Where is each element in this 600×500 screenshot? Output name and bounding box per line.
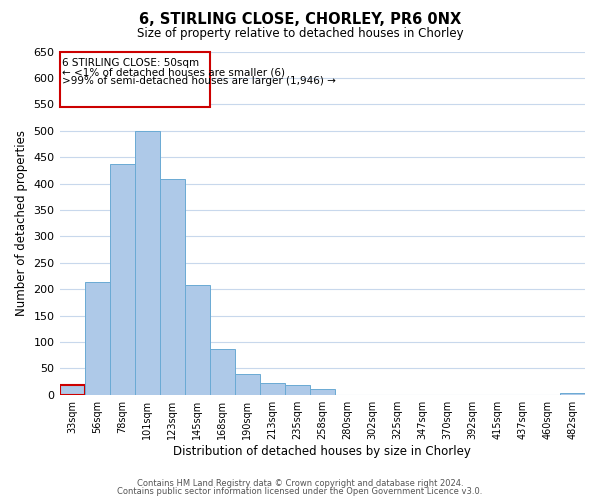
Bar (185, 286, 209, 395)
Bar (235, 374, 260, 394)
Bar (85, 282, 110, 395)
Text: Contains public sector information licensed under the Open Government Licence v3: Contains public sector information licen… (118, 487, 482, 496)
Text: 6 STIRLING CLOSE: 50sqm: 6 STIRLING CLOSE: 50sqm (62, 58, 199, 68)
Bar (260, 383, 285, 394)
Bar (110, 164, 134, 394)
Text: 6, STIRLING CLOSE, CHORLEY, PR6 0NX: 6, STIRLING CLOSE, CHORLEY, PR6 0NX (139, 12, 461, 28)
Bar (59, 385, 85, 394)
X-axis label: Distribution of detached houses by size in Chorley: Distribution of detached houses by size … (173, 444, 471, 458)
Text: >99% of semi-detached houses are larger (1,946) →: >99% of semi-detached houses are larger … (62, 76, 336, 86)
Text: Size of property relative to detached houses in Chorley: Size of property relative to detached ho… (137, 28, 463, 40)
Y-axis label: Number of detached properties: Number of detached properties (15, 130, 28, 316)
Text: Contains HM Land Registry data © Crown copyright and database right 2024.: Contains HM Land Registry data © Crown c… (137, 478, 463, 488)
Bar (160, 180, 185, 394)
Bar (209, 349, 235, 395)
Bar (560, 393, 585, 394)
Bar (310, 390, 335, 394)
Bar (134, 130, 160, 394)
FancyBboxPatch shape (59, 52, 209, 107)
Bar (285, 385, 310, 394)
Text: ← <1% of detached houses are smaller (6): ← <1% of detached houses are smaller (6) (62, 68, 285, 78)
